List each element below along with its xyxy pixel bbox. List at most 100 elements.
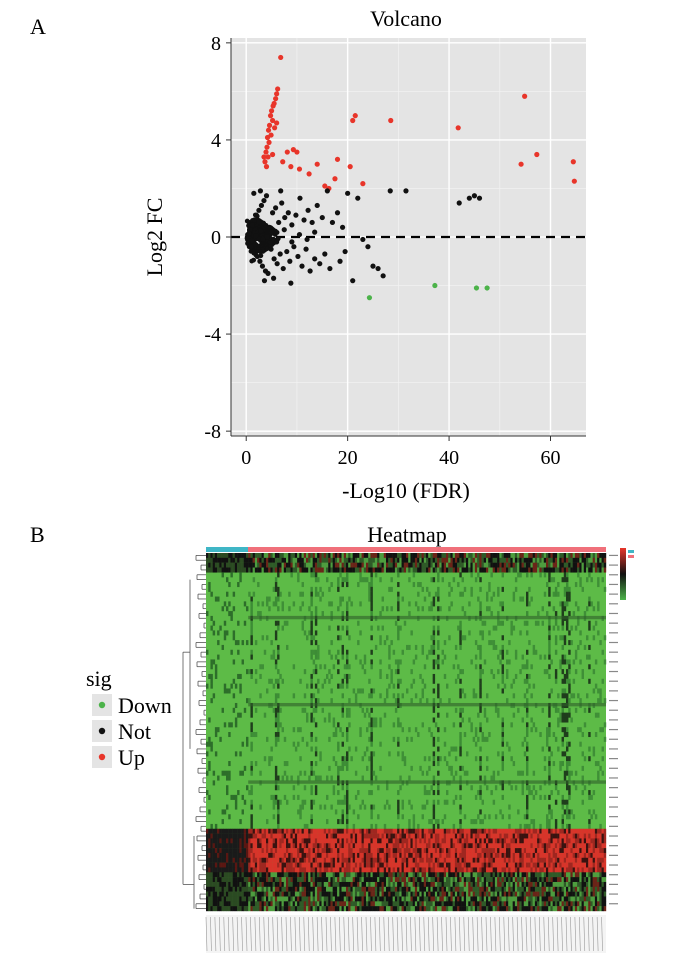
heatmap-cell [266, 601, 269, 607]
heatmap-cell [561, 838, 564, 844]
heatmap-cell [563, 872, 567, 878]
heatmap-cell [450, 857, 453, 863]
heatmap-cell [286, 881, 289, 888]
heatmap-cell [308, 872, 311, 878]
heatmap-cell [566, 591, 569, 597]
heatmap-cell [274, 553, 278, 559]
heatmap-cell [208, 562, 211, 568]
heatmap-cell [437, 562, 440, 568]
heatmap-cell [397, 751, 400, 757]
point-not [471, 193, 478, 199]
heatmap-cell [428, 567, 431, 573]
heatmap-cell [223, 843, 227, 849]
heatmap-cell [570, 857, 573, 863]
heatmap-cell [237, 620, 240, 626]
heatmap-cell [550, 848, 553, 854]
heatmap-cell [357, 872, 360, 878]
heatmap-cell [526, 823, 529, 829]
heatmap-cell [541, 877, 544, 883]
heatmap-cell [550, 557, 553, 563]
heatmap-cell [523, 877, 527, 883]
heatmap-cell [328, 872, 331, 878]
heatmap-cell [363, 848, 367, 854]
heatmap-cell [310, 814, 313, 820]
heatmap-cell [228, 877, 231, 883]
heatmap-cell [497, 843, 500, 849]
heatmap-cell [483, 712, 487, 718]
heatmap-cell [588, 596, 591, 602]
heatmap-cell [430, 848, 433, 854]
heatmap-cell [459, 828, 462, 834]
heatmap-cell [454, 848, 458, 854]
heatmap-cell [426, 698, 429, 704]
heatmap-cell [252, 848, 256, 854]
heatmap-cell [412, 877, 416, 883]
heatmap-cell [457, 867, 460, 873]
heatmap-cell [452, 848, 456, 854]
heatmap-cell [208, 717, 211, 723]
heatmap-cell [288, 591, 291, 597]
heatmap-cell [466, 567, 469, 573]
heatmap-cell [330, 611, 333, 617]
heatmap-cell [563, 678, 567, 684]
heatmap-cell [352, 838, 356, 844]
heatmap-cell [303, 872, 307, 878]
heatmap-cell [392, 562, 396, 568]
heatmap-cell [217, 775, 220, 781]
heatmap-cell [479, 654, 482, 660]
heatmap-cell [346, 823, 349, 829]
heatmap-cell [261, 848, 264, 854]
heatmap-cell [539, 553, 542, 559]
heatmap-cell [574, 862, 578, 868]
heatmap-cell [272, 567, 276, 573]
point-not-cluster [256, 219, 262, 225]
heatmap-cell [306, 833, 309, 839]
heatmap-cell [403, 838, 407, 844]
heatmap-cell [534, 649, 538, 655]
heatmap-cell [526, 862, 529, 868]
heatmap-cell [514, 848, 518, 854]
heatmap-cell [319, 848, 322, 854]
heatmap-cell [388, 654, 391, 660]
heatmap-cell [354, 833, 358, 839]
heatmap-cell [439, 553, 442, 559]
heatmap-cell [232, 635, 236, 641]
heatmap-cell [279, 867, 282, 873]
heatmap-cell [330, 848, 333, 854]
heatmap-cell [363, 877, 367, 883]
heatmap-cell [359, 659, 362, 665]
heatmap-cell [314, 669, 318, 675]
heatmap-cell [530, 857, 533, 863]
point-not [269, 210, 276, 216]
heatmap-cell [561, 707, 564, 713]
heatmap-cell [288, 881, 291, 888]
heatmap-cell [326, 553, 329, 559]
heatmap-cell [259, 673, 262, 679]
heatmap-cell [468, 828, 471, 834]
heatmap-cell [561, 867, 564, 873]
heatmap-cell [481, 862, 484, 868]
heatmap-cell [303, 553, 307, 559]
heatmap-cell [259, 557, 262, 563]
heatmap-cell [217, 640, 220, 646]
heatmap-cell [439, 852, 442, 858]
heatmap-cell [570, 877, 573, 883]
heatmap-cell [501, 586, 504, 592]
heatmap-cell [421, 833, 424, 839]
heatmap-cell [574, 553, 578, 559]
heatmap-cell [388, 872, 391, 878]
heatmap-cell [270, 562, 273, 568]
heatmap-cell [268, 756, 271, 762]
heatmap-cell [281, 852, 284, 858]
heatmap-cell [434, 562, 438, 568]
heatmap-cell [379, 833, 382, 839]
heatmap-cell [501, 606, 504, 612]
heatmap-cell [277, 707, 280, 713]
heatmap-cell [252, 838, 256, 844]
heatmap-cell [497, 770, 500, 776]
heatmap-cell [234, 872, 238, 878]
heatmap-cell [359, 557, 362, 563]
heatmap-cell [599, 833, 602, 839]
heatmap-cell [428, 819, 431, 825]
heatmap-cell [450, 881, 453, 888]
